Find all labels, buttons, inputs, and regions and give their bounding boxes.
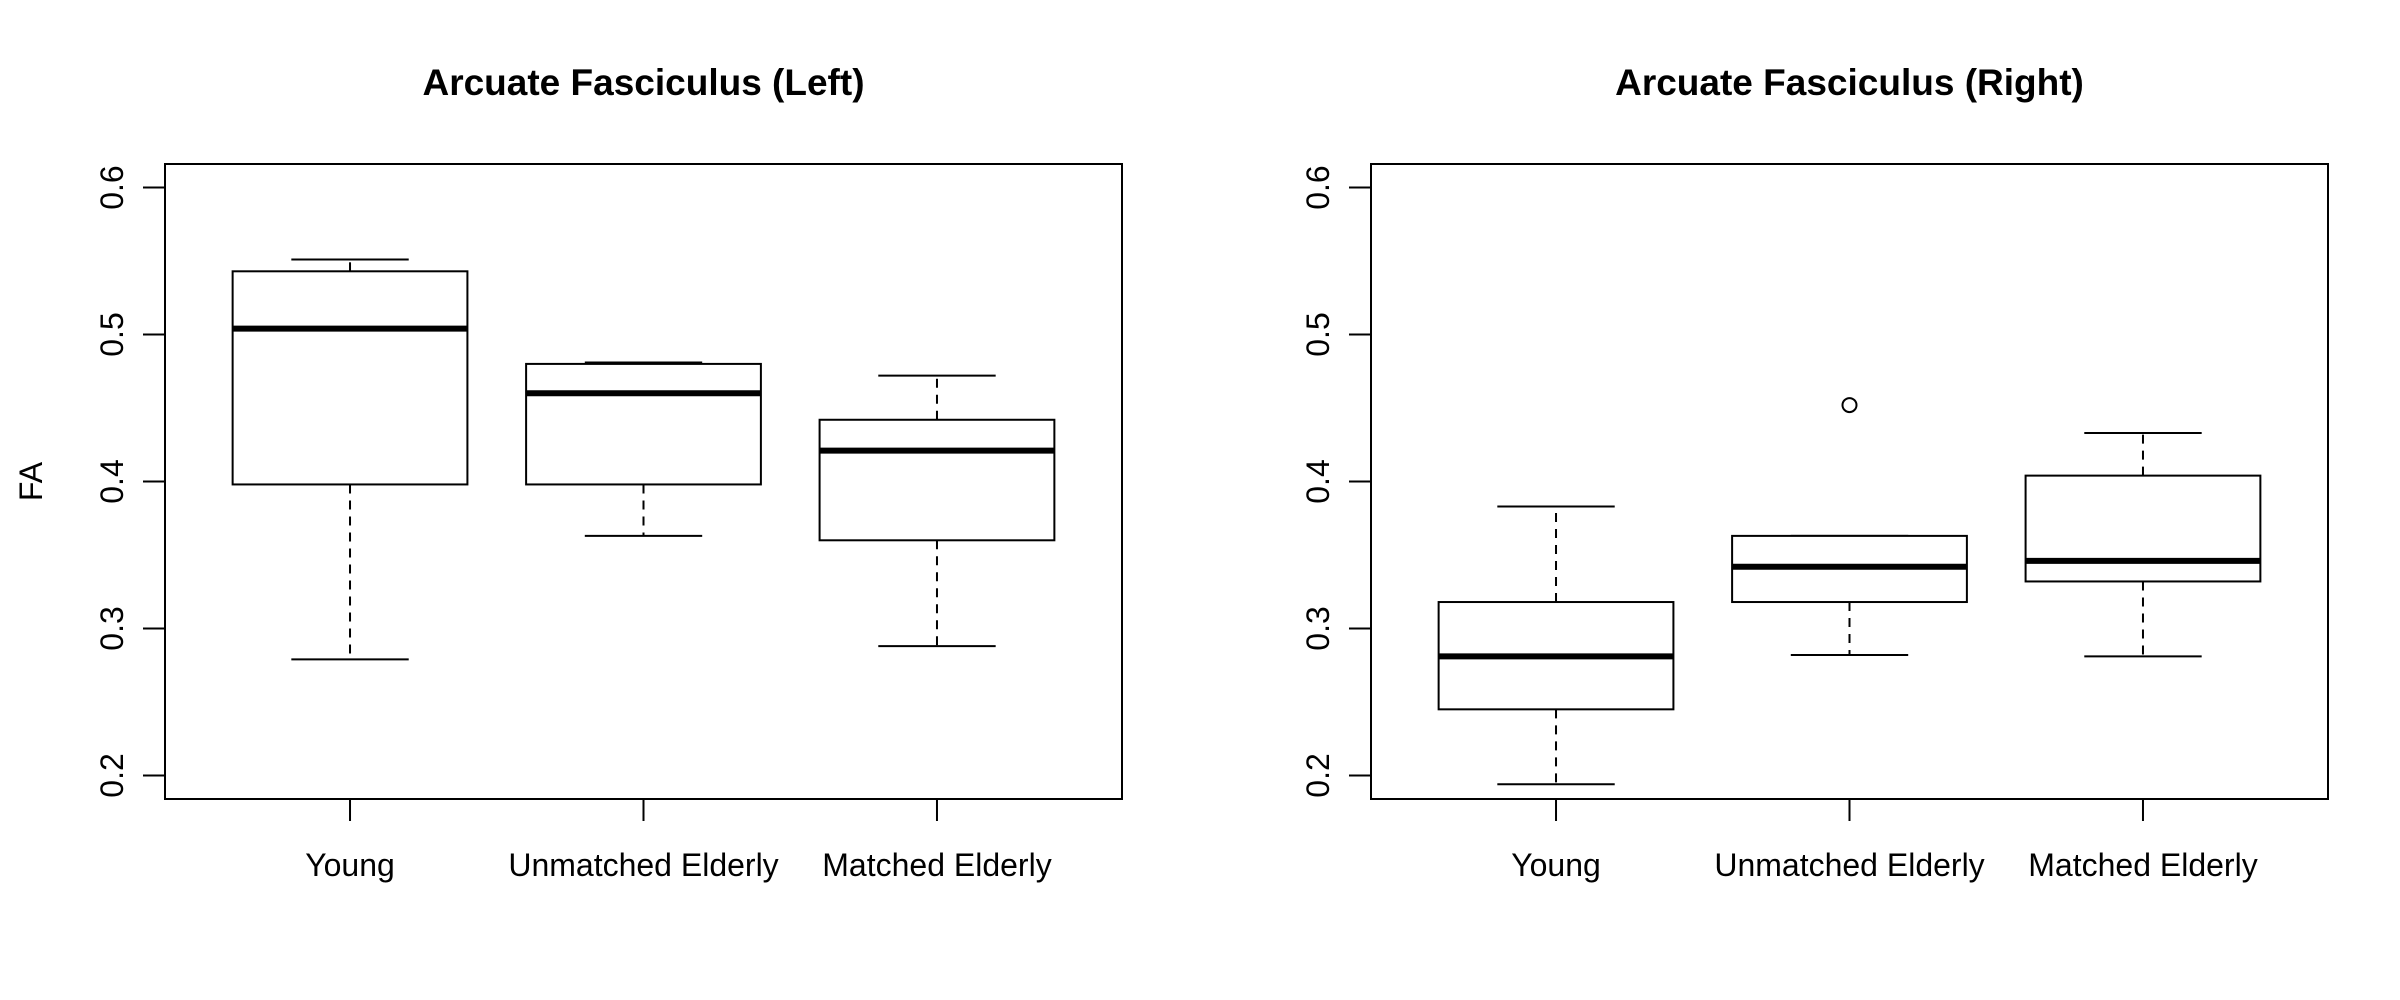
box-young: [231, 258, 469, 661]
x-tick-label: Matched Elderly: [2028, 847, 2257, 883]
iqr-box: [818, 418, 1056, 542]
y-tick-label: 0.6: [1300, 165, 1336, 209]
y-axis-label: FA: [13, 461, 49, 501]
x-tick-label: Matched Elderly: [822, 847, 1051, 883]
chart-title: Arcuate Fasciculus (Right): [1615, 62, 2084, 103]
x-tick-label: Young: [305, 847, 395, 883]
x-tick-label: Young: [1511, 847, 1601, 883]
box-matched-elderly: [2024, 431, 2262, 658]
box-matched-elderly: [818, 374, 1056, 648]
y-tick-label: 0.6: [94, 165, 130, 209]
box-unmatched-elderly: [1731, 397, 1968, 656]
y-tick-label: 0.5: [1300, 312, 1336, 356]
box-young: [1437, 505, 1675, 786]
panel-left: Arcuate Fasciculus (Left) FA 0.2 0.3 0.4 0.5 0…: [13, 62, 1123, 883]
iqr-box: [231, 270, 469, 486]
x-tick-label: Unmatched Elderly: [1714, 847, 1984, 883]
y-tick-label: 0.2: [94, 753, 130, 797]
y-tick-label: 0.2: [1300, 753, 1336, 797]
y-tick-label: 0.5: [94, 312, 130, 356]
chart-title: Arcuate Fasciculus (Left): [422, 62, 864, 103]
y-tick-label: 0.3: [1300, 606, 1336, 650]
x-tick-label: Unmatched Elderly: [508, 847, 778, 883]
panel-right: Arcuate Fasciculus (Right) 0.2 0.3 0.4 0.5 0.…: [1300, 62, 2329, 883]
y-tick-label: 0.4: [94, 459, 130, 503]
iqr-box: [525, 362, 762, 486]
outlier-point: [1841, 397, 1858, 414]
box-unmatched-elderly: [525, 361, 762, 537]
iqr-box: [2024, 474, 2262, 583]
y-tick-label: 0.4: [1300, 459, 1336, 503]
y-tick-label: 0.3: [94, 606, 130, 650]
